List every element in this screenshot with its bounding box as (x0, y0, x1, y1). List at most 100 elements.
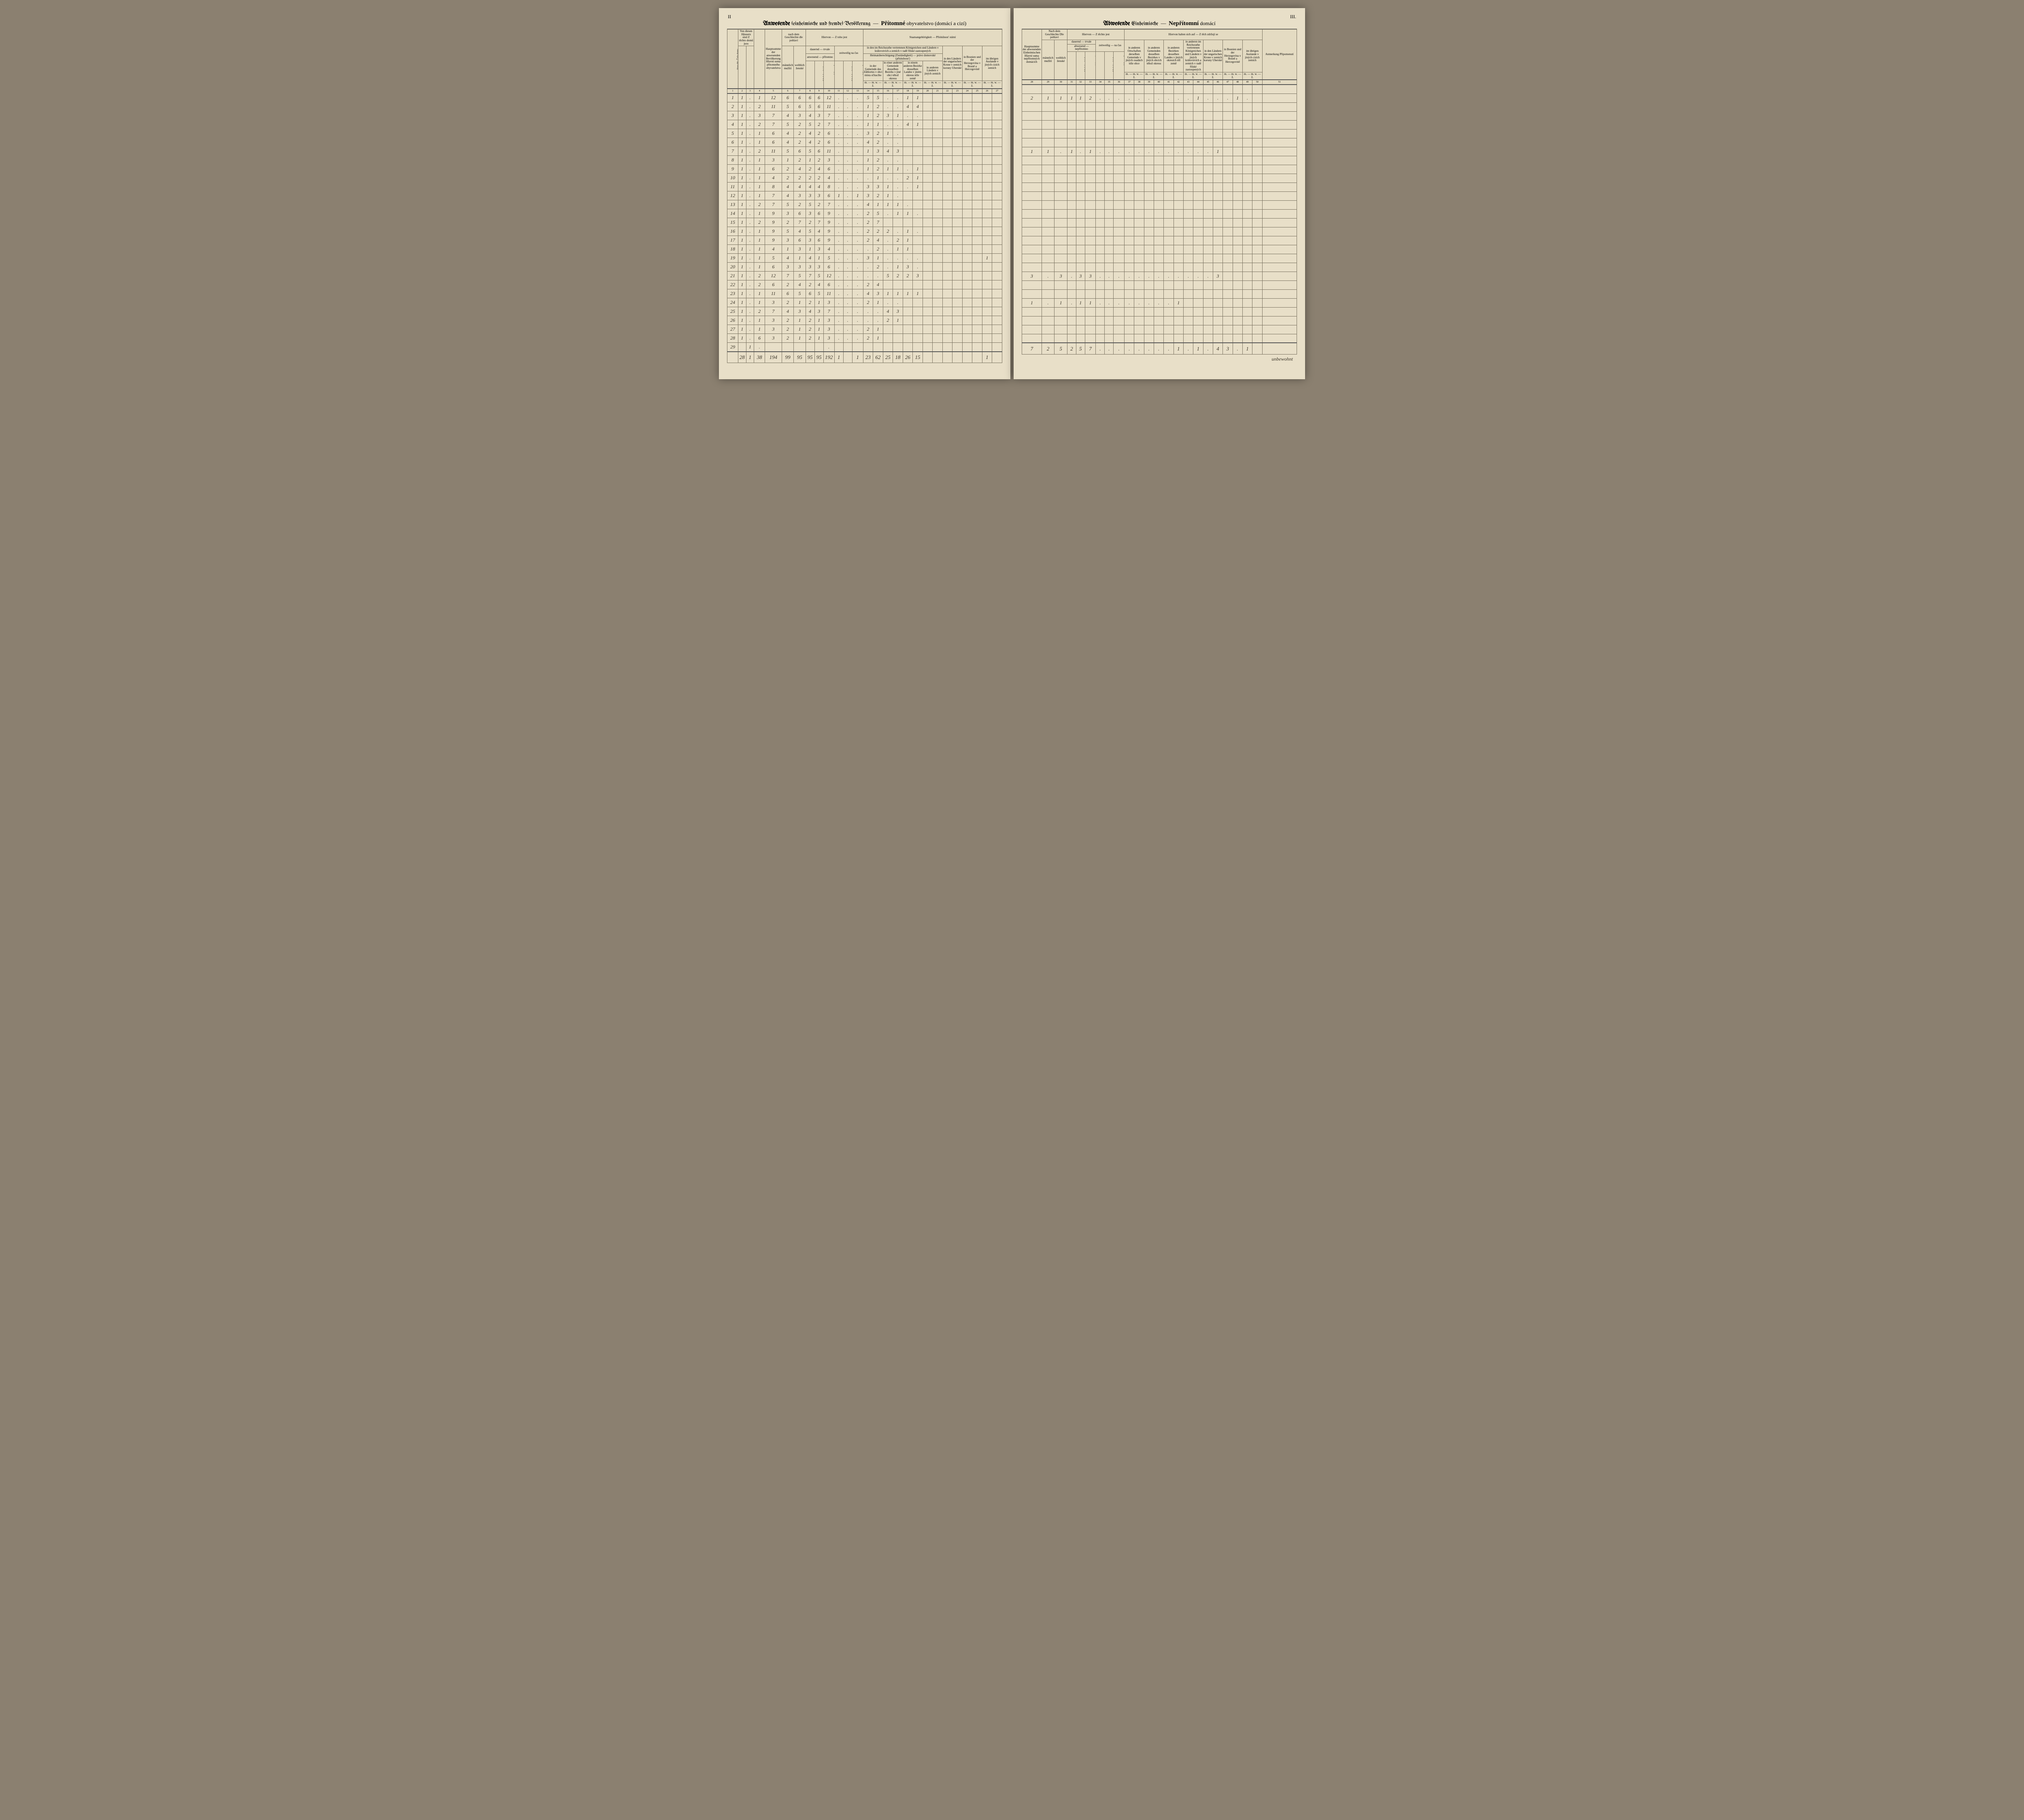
cell (982, 102, 992, 111)
cell (1164, 183, 1174, 191)
cell (1223, 227, 1233, 236)
cell: 4 (806, 138, 814, 147)
cell (1193, 129, 1203, 138)
cell (933, 298, 943, 307)
cell (1114, 156, 1125, 165)
cell: 1 (1242, 343, 1252, 354)
cell: 49 (1242, 80, 1252, 85)
cell: . (852, 316, 863, 325)
left-page: II Anwesende (einheimische und fremde) B… (719, 8, 1010, 379)
cell (1022, 85, 1042, 93)
cell: 11 (823, 102, 834, 111)
cell: 27 (992, 89, 1002, 93)
cell (1144, 111, 1154, 120)
cell (1242, 325, 1252, 334)
cell: . (1114, 272, 1125, 280)
cell (1223, 307, 1233, 316)
cell: 3 (794, 111, 806, 120)
right-header: Hauptsumme der abwesenden Einheimischen … (1022, 30, 1297, 80)
cell (923, 298, 933, 307)
cell: . (843, 147, 852, 156)
cell (1055, 334, 1067, 343)
cell: 7 (806, 272, 814, 280)
cell (1067, 236, 1076, 245)
cell: 7 (765, 200, 782, 209)
cell: 2 (754, 120, 765, 129)
cell (923, 307, 933, 316)
cell (962, 325, 972, 334)
cell (972, 316, 982, 325)
cell (1096, 254, 1105, 263)
cell (972, 183, 982, 191)
cell (1134, 191, 1144, 200)
cell (1252, 129, 1262, 138)
cell: 27 (727, 325, 738, 334)
cell (962, 147, 972, 156)
cell (923, 156, 933, 165)
data-row: 211112..........1...1. (1022, 93, 1297, 102)
cell: 9 (823, 209, 834, 218)
cell (992, 289, 1002, 298)
cell: 33 (1085, 80, 1096, 85)
cell: . (883, 93, 893, 102)
cell (1144, 227, 1154, 236)
cell (1042, 183, 1055, 191)
cell: 1 (738, 289, 746, 298)
cell (992, 147, 1002, 156)
cell: 4 (765, 245, 782, 254)
cell (1125, 129, 1134, 138)
cell: 7 (823, 120, 834, 129)
cell (1223, 120, 1233, 129)
cell (1055, 156, 1067, 165)
cell (1174, 183, 1183, 191)
cell: 1 (982, 352, 992, 363)
cell: . (893, 298, 903, 307)
cell: 1 (893, 209, 903, 218)
cell: 1 (754, 209, 765, 218)
cell: 1 (982, 254, 992, 263)
cell: . (746, 93, 754, 102)
cell: . (834, 254, 843, 263)
cell (1134, 174, 1144, 183)
cell (1022, 316, 1042, 325)
cell (903, 218, 913, 227)
cell (923, 200, 933, 209)
cell (952, 298, 963, 307)
cell (1183, 334, 1193, 343)
cell (1252, 343, 1262, 354)
cell: 1 (754, 298, 765, 307)
hdr-ausland: im übrigen Auslande v jiných cizích zemí… (982, 46, 1002, 81)
cell: 5 (814, 289, 823, 298)
cell: 2 (883, 227, 893, 236)
cell: 3 (814, 191, 823, 200)
cell: . (1213, 93, 1222, 102)
left-table: Haus-Nr. Číslo domu Von diesen Häusern s… (727, 29, 1002, 363)
cell (1022, 254, 1042, 263)
cell (1105, 129, 1114, 138)
cell (952, 334, 963, 343)
cell (1233, 298, 1242, 307)
cell: 3 (806, 191, 814, 200)
cell: . (1144, 343, 1154, 354)
hdr-mw6: m. — m. w. — ž. (982, 81, 1002, 89)
cell: 1 (814, 325, 823, 334)
cell (893, 325, 903, 334)
cell (1022, 111, 1042, 120)
cell: 6 (794, 236, 806, 245)
cell (1174, 209, 1183, 218)
cell (1067, 307, 1076, 316)
cell: 5 (727, 129, 738, 138)
cell (1183, 156, 1193, 165)
cell: . (746, 156, 754, 165)
cell: . (746, 334, 754, 343)
cell (903, 307, 913, 316)
cell: 9 (823, 218, 834, 227)
cell (903, 147, 913, 156)
cell (1203, 129, 1213, 138)
cell: . (1105, 147, 1114, 156)
cell (1252, 165, 1262, 174)
cell: . (863, 174, 873, 183)
cell: . (843, 93, 852, 102)
cell (1096, 209, 1105, 218)
cell: 1 (814, 334, 823, 343)
